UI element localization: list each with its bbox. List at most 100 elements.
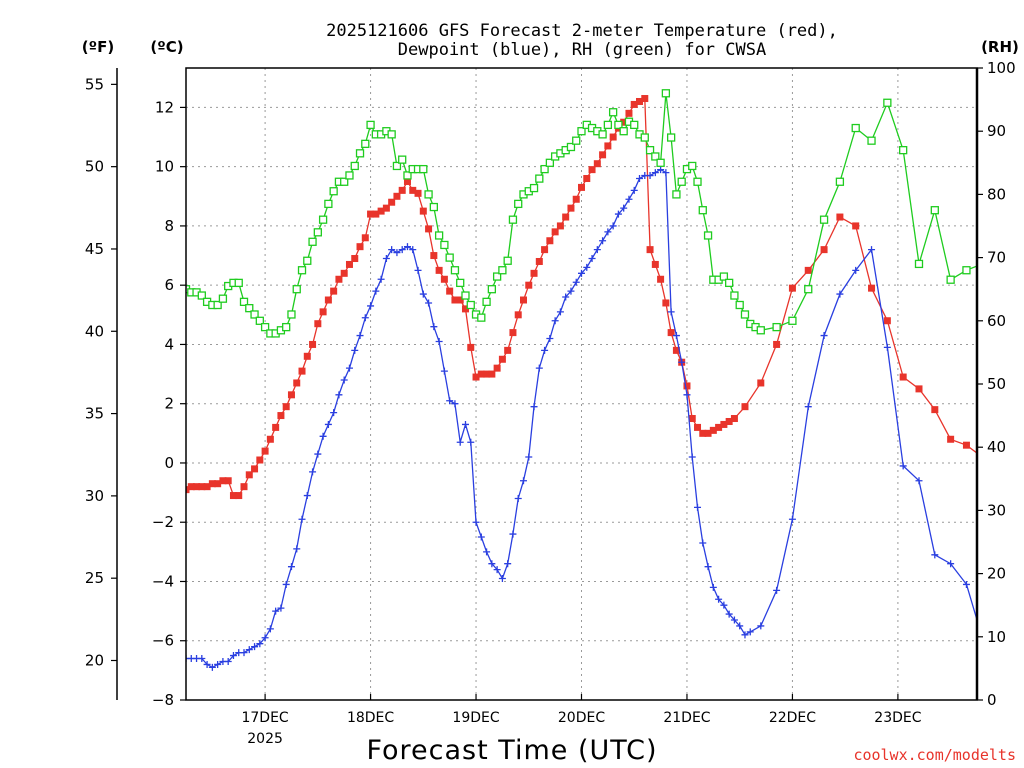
rh-point	[318, 215, 328, 224]
rh-point	[819, 215, 829, 224]
time-tick-label: 18DEC	[347, 710, 394, 726]
dewpoint-point	[741, 631, 749, 639]
dewpoint-point	[899, 462, 907, 470]
dewpoint-point	[261, 634, 269, 642]
celsius-tick-label: 2	[164, 395, 174, 413]
temperature-point	[1010, 486, 1017, 493]
rh-point	[366, 120, 375, 130]
dewpoint-point	[440, 367, 448, 375]
dewpoint-point	[588, 255, 596, 263]
dewpoint-point	[251, 643, 259, 651]
rh-point	[645, 146, 655, 155]
time-tick-label: 22DEC	[769, 710, 816, 726]
temperature-point	[599, 151, 607, 159]
dewpoint-point	[915, 477, 923, 485]
rh-point	[529, 183, 539, 193]
temperature-point	[535, 257, 543, 265]
rh-point	[387, 130, 396, 139]
rh-point	[698, 206, 707, 215]
dewpoint-point	[709, 583, 717, 591]
temperature-point	[488, 370, 496, 378]
rh-point	[725, 278, 734, 288]
plot-frame	[185, 67, 978, 701]
rh-point	[429, 202, 438, 212]
dewpoint-point	[852, 266, 860, 274]
temperature-point	[303, 352, 311, 360]
rh-point	[514, 199, 523, 209]
rh-point	[672, 190, 681, 199]
credit-link[interactable]: coolwx.com/modelts	[853, 746, 1016, 764]
temperature-point	[235, 492, 243, 500]
temperature-point	[198, 483, 206, 491]
dewpoint-point	[530, 403, 538, 411]
temperature-point	[899, 373, 907, 381]
temperature-point	[493, 364, 501, 372]
dewpoint-point	[367, 302, 375, 310]
dewpoint-point	[995, 617, 1002, 624]
temperature-point	[330, 287, 338, 295]
rh-point	[962, 266, 971, 275]
rh-point	[424, 190, 433, 199]
rh-point	[355, 149, 365, 158]
dewpoint-point	[272, 607, 280, 615]
temperature-point	[836, 213, 844, 221]
temperature-point	[741, 403, 749, 411]
dewpoint-point	[198, 655, 206, 663]
dewpoint-point	[694, 503, 702, 511]
dewpoint-point	[514, 495, 522, 503]
dewpoint-point	[683, 391, 691, 399]
temperature-point	[287, 391, 295, 399]
rh-point	[656, 158, 665, 167]
temperature-point	[251, 465, 259, 473]
temperature-point	[224, 477, 232, 485]
dewpoint-point	[309, 468, 317, 476]
dewpoint-point	[425, 299, 433, 307]
temperature-point	[440, 275, 448, 283]
rh-tick-label: 30	[987, 501, 1006, 519]
time-axis: 17DEC 2025 18DEC 19DEC 20DEC 21DEC 22DEC 23DEC	[241, 694, 922, 747]
fahrenheit-tick-label: 25	[85, 569, 104, 587]
dewpoint-point	[351, 346, 359, 354]
temperature-point	[261, 447, 269, 455]
dewpoint-point	[224, 657, 232, 665]
temperature-point	[208, 480, 216, 488]
temperature-point	[947, 435, 955, 443]
dewpoint-point	[282, 580, 290, 588]
dewpoint-point	[245, 646, 253, 654]
chart-title-line2: Dewpoint (blue), RH (green) for CWSA	[398, 40, 766, 60]
temperature-point	[240, 483, 248, 491]
dewpoint-point	[330, 409, 338, 417]
rh-point	[661, 89, 671, 98]
dewpoint-point	[493, 566, 501, 574]
dewpoint-point	[556, 308, 564, 316]
series-layer	[186, 89, 1017, 671]
dewpoint-point	[314, 450, 322, 458]
rh-point	[703, 231, 713, 240]
temperature-point	[562, 213, 570, 221]
temperature-point	[483, 370, 491, 378]
rh-point	[979, 260, 986, 267]
temperature-point	[625, 109, 633, 117]
temperature-point	[604, 142, 612, 150]
dewpoint-point	[430, 323, 438, 331]
dewpoint-point	[651, 169, 659, 177]
dewpoint-point	[836, 290, 844, 298]
temperature-point	[186, 486, 190, 494]
dewpoint-point	[583, 263, 591, 271]
dewpoint-point	[630, 186, 638, 194]
dewpoint-point	[467, 438, 475, 446]
series-dewpoint	[186, 166, 1002, 671]
dewpoint-point	[477, 533, 485, 541]
rh-point	[392, 161, 402, 171]
dewpoint-point	[773, 586, 781, 594]
temperature-point	[425, 225, 433, 233]
dewpoint-point	[472, 518, 480, 526]
dewpoint-point	[599, 237, 607, 245]
temperature-point	[868, 284, 876, 292]
rh-tick-label: 90	[987, 122, 1006, 140]
dewpoint-point	[287, 563, 295, 571]
celsius-tick-label: 8	[164, 217, 174, 235]
rh-tick-label: 50	[987, 375, 1006, 393]
dewpoint-point	[625, 195, 633, 203]
rh-point	[693, 177, 702, 186]
